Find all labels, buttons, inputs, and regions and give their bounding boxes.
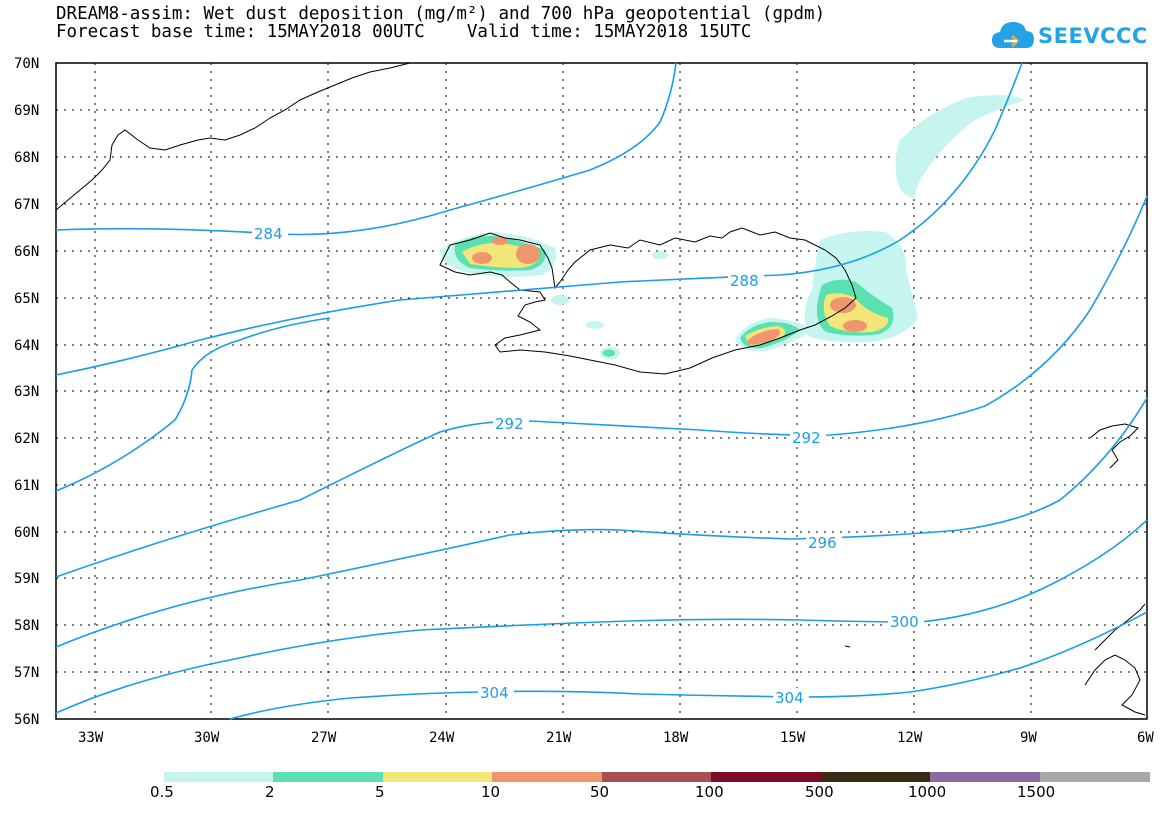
longitude-labels: 33W 30W 27W 24W 21W 18W 15W 12W 9W 6W	[78, 730, 1154, 746]
latitude-labels: 70N 69N 68N 67N 66N 65N 64N 63N 62N 61N …	[14, 56, 39, 728]
coastlines	[55, 62, 1146, 716]
legend-label: 1500	[1017, 783, 1056, 801]
contour-label: 284	[254, 225, 283, 243]
lon-label: 33W	[78, 730, 104, 746]
contour-284	[55, 62, 677, 236]
legend-swatch	[273, 772, 383, 782]
grid	[56, 63, 1147, 719]
contour-label: 292	[792, 429, 821, 447]
lat-label: 66N	[14, 244, 39, 260]
contour-label: 296	[808, 534, 837, 552]
legend-label: 5	[375, 783, 385, 801]
lon-label: 15W	[780, 730, 806, 746]
map-title: DREAM8-assim: Wet dust deposition (mg/m²…	[56, 4, 826, 24]
contour-label: 300	[890, 613, 919, 631]
lat-label: 70N	[14, 56, 39, 72]
lat-label: 56N	[14, 712, 39, 728]
legend-swatch	[492, 772, 602, 782]
contour-label: 304	[775, 689, 804, 707]
seevccc-logo: SEEVCCC	[990, 18, 1147, 58]
geopotential-contours	[55, 62, 1148, 720]
contour-labels: 284 288 292 292 296 300 304 304	[252, 224, 924, 707]
lon-label: 21W	[546, 730, 572, 746]
legend-swatch	[383, 772, 493, 782]
contour-292	[55, 195, 1148, 578]
lat-label: 65N	[14, 291, 39, 307]
lat-label: 63N	[14, 384, 39, 400]
legend-label: 2	[265, 783, 275, 801]
dust-deposition-field	[440, 95, 1025, 359]
legend-label: 100	[695, 783, 724, 801]
lat-label: 60N	[14, 525, 39, 541]
contour-296	[55, 397, 1148, 648]
legend-swatch	[602, 772, 712, 782]
legend-label: 10	[481, 783, 501, 801]
map-subtitle: Forecast base time: 15MAY2018 00UTC Vali…	[56, 22, 752, 42]
legend-label: 50	[590, 783, 610, 801]
lat-label: 69N	[14, 103, 39, 119]
lon-label: 18W	[663, 730, 689, 746]
lon-label: 6W	[1137, 730, 1154, 746]
lat-label: 62N	[14, 431, 39, 447]
lon-label: 27W	[311, 730, 337, 746]
contour-label: 288	[730, 272, 759, 290]
contour-label: 304	[480, 684, 509, 702]
lon-label: 24W	[429, 730, 455, 746]
legend-label: 0.5	[150, 783, 174, 801]
legend-swatch	[711, 772, 821, 782]
lon-label: 30W	[194, 730, 220, 746]
legend-label: 1000	[908, 783, 947, 801]
lat-label: 68N	[14, 150, 39, 166]
contour-label: 292	[495, 415, 524, 433]
legend-swatch	[1040, 772, 1150, 782]
logo-text: SEEVCCC	[1038, 24, 1148, 48]
legend-label: 500	[805, 783, 834, 801]
lat-label: 57N	[14, 665, 39, 681]
lat-label: 64N	[14, 338, 39, 354]
lat-label: 58N	[14, 618, 39, 634]
lat-label: 61N	[14, 478, 39, 494]
cloud-icon	[992, 22, 1034, 48]
lat-label: 59N	[14, 571, 39, 587]
contour-304	[229, 611, 1148, 720]
contour-300	[55, 519, 1148, 714]
legend-swatch	[164, 772, 274, 782]
lon-label: 12W	[897, 730, 923, 746]
contour-288-west	[55, 317, 331, 492]
legend-swatch	[930, 772, 1040, 782]
legend-swatch	[821, 772, 931, 782]
lat-label: 67N	[14, 197, 39, 213]
lon-label: 9W	[1020, 730, 1037, 746]
contour-288	[55, 62, 1023, 376]
